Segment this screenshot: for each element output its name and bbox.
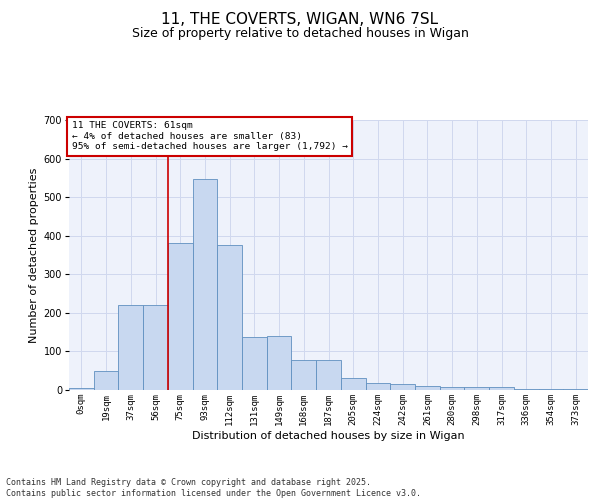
Bar	[415, 386, 440, 390]
Bar	[242, 337, 267, 390]
Bar	[464, 387, 489, 390]
Bar	[168, 244, 193, 390]
Text: Contains HM Land Registry data © Crown copyright and database right 2025.
Contai: Contains HM Land Registry data © Crown c…	[6, 478, 421, 498]
Bar	[143, 305, 168, 390]
Bar	[94, 370, 118, 390]
Bar	[118, 305, 143, 390]
Bar	[193, 178, 217, 390]
Text: 11, THE COVERTS, WIGAN, WN6 7SL: 11, THE COVERTS, WIGAN, WN6 7SL	[161, 12, 439, 28]
Bar	[365, 383, 390, 390]
Y-axis label: Number of detached properties: Number of detached properties	[29, 168, 40, 342]
Text: Size of property relative to detached houses in Wigan: Size of property relative to detached ho…	[131, 28, 469, 40]
X-axis label: Distribution of detached houses by size in Wigan: Distribution of detached houses by size …	[192, 430, 465, 440]
Bar	[217, 246, 242, 390]
Bar	[440, 386, 464, 390]
Bar	[267, 336, 292, 390]
Bar	[489, 387, 514, 390]
Bar	[563, 389, 588, 390]
Bar	[292, 360, 316, 390]
Bar	[316, 360, 341, 390]
Bar	[539, 389, 563, 390]
Text: 11 THE COVERTS: 61sqm
← 4% of detached houses are smaller (83)
95% of semi-detac: 11 THE COVERTS: 61sqm ← 4% of detached h…	[71, 122, 347, 151]
Bar	[69, 388, 94, 390]
Bar	[341, 378, 365, 390]
Bar	[514, 389, 539, 390]
Bar	[390, 384, 415, 390]
